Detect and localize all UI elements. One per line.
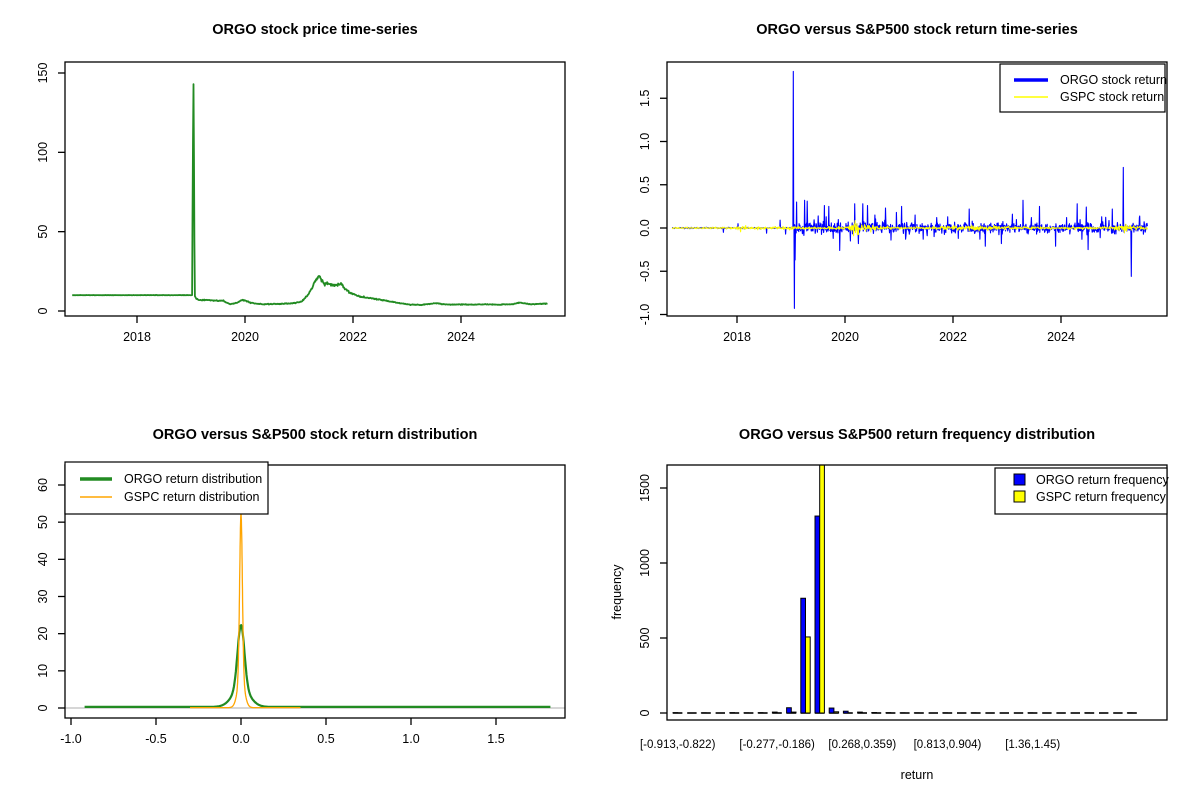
price-x-tick-label: 2018 [123,330,151,344]
histogram-bar-gspc [833,711,840,714]
return-y-tick-label: 1.0 [638,133,652,150]
histogram-y-axis-label: frequency [610,564,624,620]
price-x-tick-label: 2020 [231,330,259,344]
legend-label-gspc-frequency: GSPC return frequency [1036,490,1167,504]
price-y-tick-label: 50 [36,225,50,239]
price-chart-title: ORGO stock price time-series [212,22,418,38]
return-y-tick-label: -0.5 [638,260,652,282]
return-y-tick-label: -1.0 [638,304,652,326]
histogram-bar-orgo [800,597,806,714]
return-x-tick-label: 2024 [1047,330,1075,344]
return-y-tick-label: 0.5 [638,176,652,193]
histogram-bar-gspc [805,636,811,714]
histogram-bar-orgo [828,707,835,714]
return-x-tick-label: 2020 [831,330,859,344]
price-y-tick-label: 0 [36,307,50,314]
price-x-tick-label: 2024 [447,330,475,344]
histogram-bars-group [672,465,1137,714]
histogram-bar-orgo [786,707,792,714]
histogram-y-tick-label: 1500 [638,474,652,502]
legend-swatch-orgo-frequency [1013,473,1026,486]
orgo-distribution-curve [84,624,551,709]
price-series-group [71,83,548,307]
distribution-y-tick-label: 50 [36,515,50,529]
histogram-y-tick-label: 500 [638,628,652,649]
price-plot-border [64,61,566,317]
price-y-tick-label: 100 [36,142,50,163]
gspc-return-line [671,220,1148,237]
legend-box [999,63,1166,113]
histogram-bar-gspc [790,711,797,714]
distribution-y-tick-label: 0 [36,704,50,711]
price-y-tick-label: 150 [36,63,50,84]
histogram-x-tick-label: [0.813,0.904) [914,739,982,751]
return-y-tick-label: 1.5 [638,90,652,107]
histogram-bar-orgo [771,711,778,714]
distribution-plot-border [64,464,566,719]
histogram-bar-orgo [814,515,821,714]
distribution-series-group [65,513,565,709]
distribution-y-tick-label: 60 [36,478,50,492]
legend-return-time-series: ORGO stock return GSPC stock return [999,63,1167,113]
return-x-tick-label: 2018 [723,330,751,344]
return-chart-title: ORGO versus S&P500 stock return time-ser… [756,22,1078,38]
legend-swatch-gspc-frequency [1013,490,1026,503]
return-y-tick-label: 0.0 [638,219,652,236]
histogram-chart-title: ORGO versus S&P500 return frequency dist… [739,427,1095,443]
panel-return-distribution: -1.0 -0.5 0.0 0.5 1.0 1.5 0 10 20 30 40 50 60 [36,464,566,746]
histogram-bar-gspc [819,465,825,714]
distribution-y-tick-label: 20 [36,627,50,641]
distribution-y-tick-label: 40 [36,552,50,566]
panel-price-time-series: 2018 2020 2022 2024 0 50 100 150 [36,61,566,344]
legend-label-orgo-distribution: ORGO return distribution [124,472,262,486]
histogram-y-tick-label: 0 [638,709,652,716]
histogram-bar-orgo [842,710,849,714]
distribution-x-tick-label: 0.5 [317,732,334,746]
distribution-chart-title: ORGO versus S&P500 stock return distribu… [153,427,478,443]
distribution-x-tick-label: 1.0 [402,732,419,746]
histogram-bar-orgo [857,711,863,714]
histogram-x-tick-label: [-0.913,-0.822) [640,739,716,751]
legend-return-frequency: ORGO return frequency GSPC return freque… [994,467,1169,515]
distribution-x-tick-label: -1.0 [60,732,82,746]
histogram-x-axis-label: return [901,768,934,782]
legend-label-gspc-distribution: GSPC return distribution [124,490,260,504]
histogram-x-tick-label: [1.36,1.45) [1005,739,1060,751]
gspc-distribution-curve [189,513,301,709]
distribution-x-tick-label: 1.5 [487,732,504,746]
legend-box [64,461,269,515]
return-series-group [671,70,1148,309]
return-plot-border [666,61,1168,317]
panel-return-frequency-histogram: [-0.913,-0.822) [-0.277,-0.186) [0.268,0.3… [638,464,1168,751]
distribution-y-tick-label: 10 [36,664,50,678]
orgo-price-line [71,83,548,307]
histogram-x-tick-label: [0.268,0.359) [828,739,896,751]
panel-return-time-series: 2018 2020 2022 2024 -1.0 -0.5 0.0 0.5 1.0 1.5 [638,61,1168,344]
return-x-tick-label: 2022 [939,330,967,344]
distribution-x-tick-label: 0.0 [232,732,249,746]
legend-return-distribution: ORGO return distribution GSPC return dis… [64,461,269,515]
distribution-x-tick-label: -0.5 [145,732,167,746]
price-x-tick-label: 2022 [339,330,367,344]
histogram-x-tick-label: [-0.277,-0.186) [739,739,815,751]
histogram-y-tick-label: 1000 [638,549,652,577]
distribution-y-tick-label: 30 [36,590,50,604]
legend-label-orgo-return: ORGO stock return [1060,73,1167,87]
legend-label-gspc-return: GSPC stock return [1060,90,1164,104]
histogram-plot-border [666,464,1168,721]
legend-label-orgo-frequency: ORGO return frequency [1036,473,1169,487]
